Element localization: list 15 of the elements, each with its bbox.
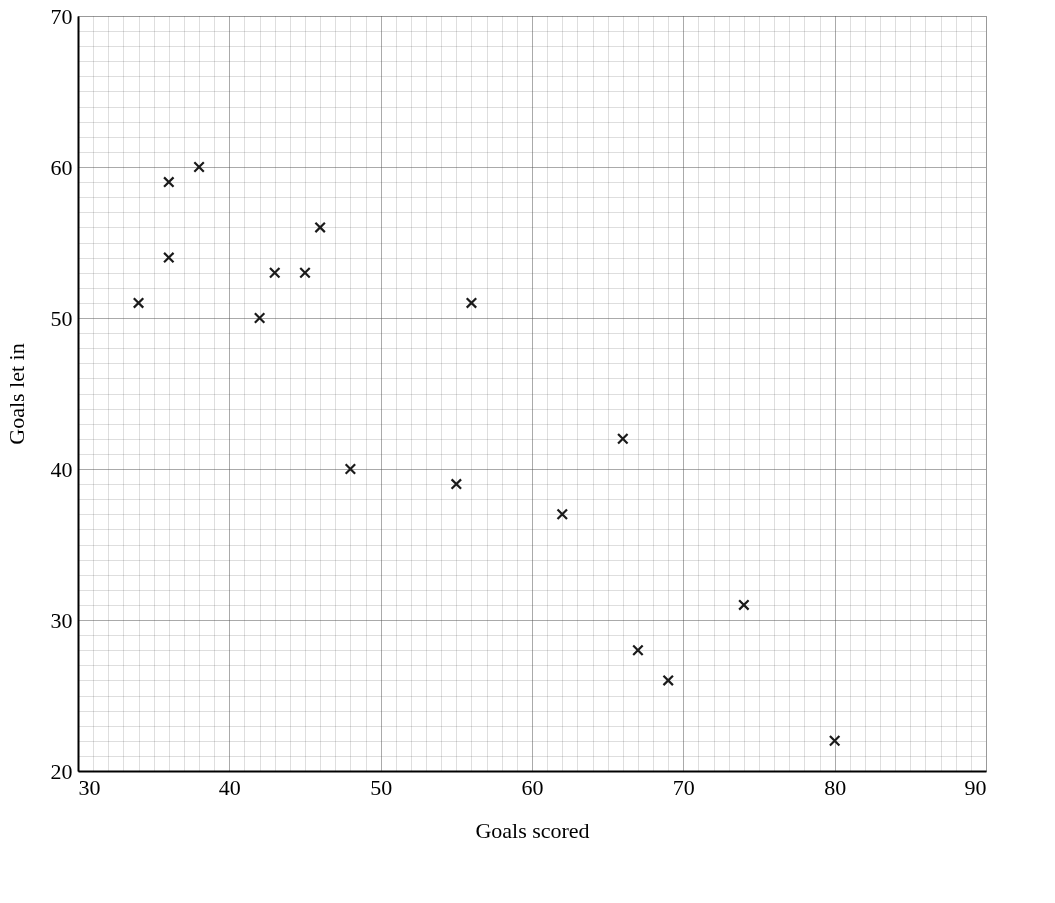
y-tick-label: 30 (50, 607, 73, 633)
y-axis-title: Goals let in (3, 343, 29, 445)
x-tick-label: 80 (824, 774, 847, 800)
y-tick-label: 60 (50, 154, 73, 180)
x-axis-title: Goals scored (475, 817, 590, 843)
x-tick-label: 30 (78, 774, 101, 800)
x-tick-label: 40 (218, 774, 241, 800)
x-tick-label: 50 (370, 774, 393, 800)
y-tick-label: 70 (50, 3, 73, 29)
y-tick-label: 50 (50, 305, 73, 331)
x-tick-label: 90 (964, 774, 987, 800)
y-tick-label: 20 (50, 758, 73, 784)
x-tick-label: 60 (521, 774, 544, 800)
y-tick-label: 40 (50, 456, 73, 482)
x-tick-label: 70 (672, 774, 695, 800)
